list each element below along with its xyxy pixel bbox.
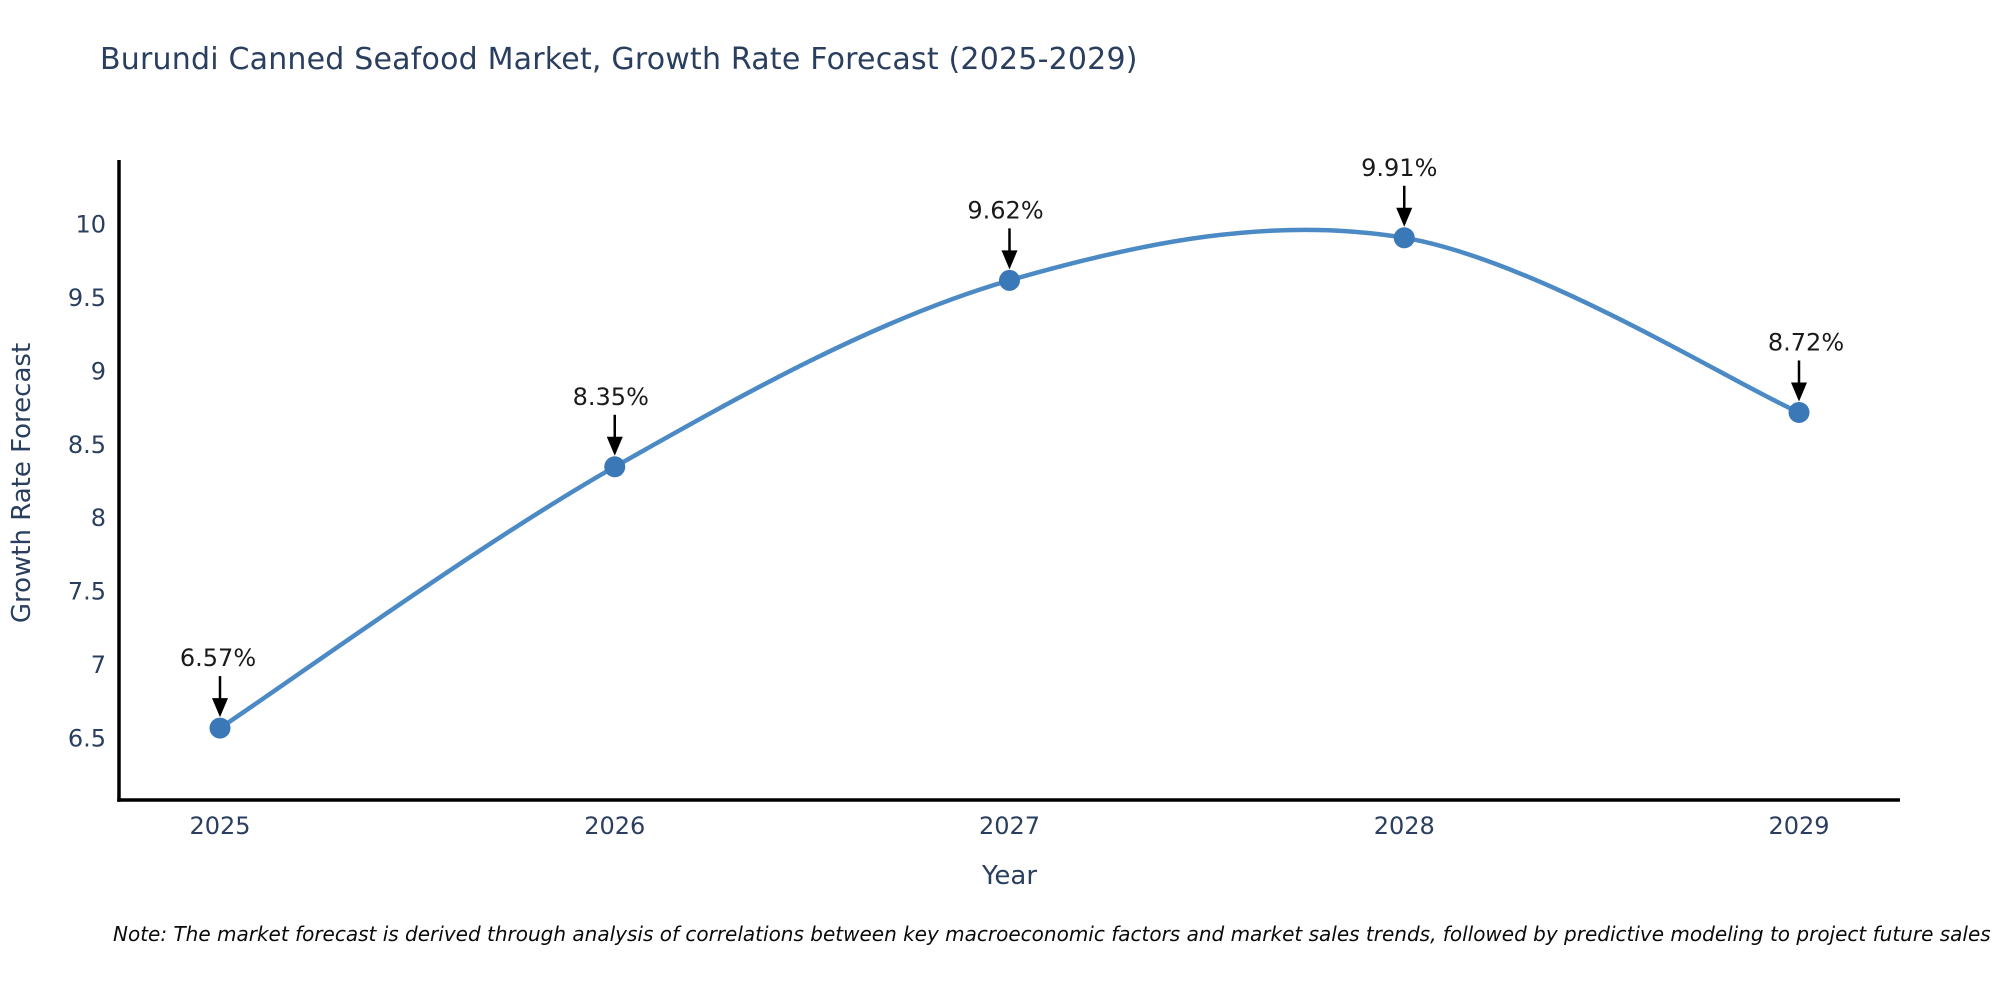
annotation-arrow-head [606, 436, 623, 456]
annotation-arrow-head [1791, 382, 1807, 402]
chart-title: Burundi Canned Seafood Market, Growth Ra… [100, 42, 1138, 77]
x-axis-title: Year [981, 861, 1037, 891]
x-tick-label: 2025 [189, 812, 250, 840]
point-annotation: 6.57% [180, 644, 256, 672]
x-tick-label: 2028 [1374, 812, 1435, 840]
y-tick-label: 8.5 [68, 431, 106, 459]
y-tick-label: 8 [91, 504, 106, 532]
series-line [217, 227, 1802, 731]
y-axis-title: Growth Rate Forecast [7, 343, 37, 623]
data-point[interactable] [1393, 227, 1415, 249]
footnote: Note: The market forecast is derived thr… [113, 922, 1991, 946]
y-tick-label: 7 [91, 651, 106, 679]
x-tick-label: 2027 [979, 812, 1040, 840]
x-tick-label: 2026 [584, 812, 645, 840]
data-point[interactable] [209, 717, 231, 739]
data-point[interactable] [999, 269, 1020, 291]
y-tick-label: 10 [75, 211, 106, 239]
annotation-arrow-head [1001, 250, 1018, 270]
point-annotation: 8.35% [573, 383, 649, 411]
y-tick-label: 9.5 [68, 284, 106, 312]
data-point[interactable] [604, 456, 626, 478]
y-tick-label: 9 [91, 357, 106, 385]
point-annotation: 9.91% [1361, 154, 1437, 182]
annotation-arrow-head [1396, 207, 1413, 227]
point-annotation: 9.62% [967, 196, 1043, 224]
data-point[interactable] [1788, 401, 1810, 423]
y-tick-label: 6.5 [68, 724, 106, 752]
x-tick-label: 2029 [1768, 812, 1829, 840]
point-annotation: 8.72% [1768, 328, 1844, 356]
y-tick-label: 7.5 [68, 578, 106, 606]
annotation-arrow-head [212, 698, 228, 718]
